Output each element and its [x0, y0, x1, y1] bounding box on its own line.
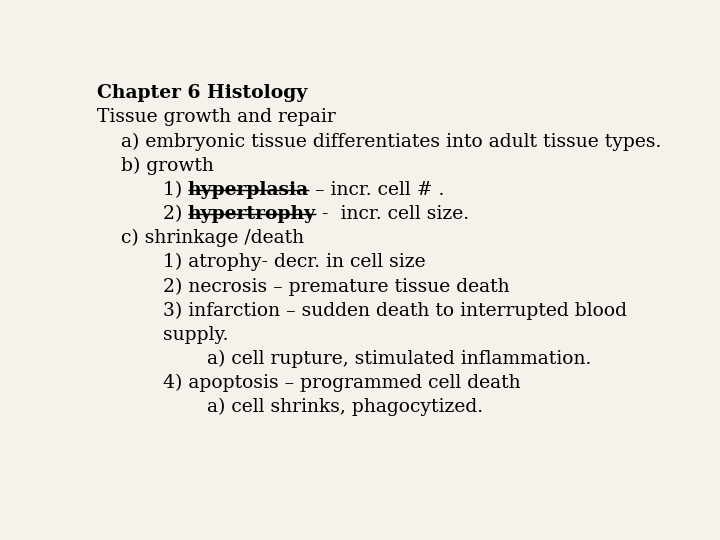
Text: Chapter 6 Histology: Chapter 6 Histology [96, 84, 307, 102]
Text: a) cell rupture, stimulated inflammation.: a) cell rupture, stimulated inflammation… [207, 349, 592, 368]
Text: 4) apoptosis – programmed cell death: 4) apoptosis – programmed cell death [163, 374, 520, 392]
Text: – incr. cell # .: – incr. cell # . [309, 181, 444, 199]
Text: a) embryonic tissue differentiates into adult tissue types.: a) embryonic tissue differentiates into … [121, 133, 661, 151]
Text: Tissue growth and repair: Tissue growth and repair [96, 109, 336, 126]
Text: 3) infarction – sudden death to interrupted blood: 3) infarction – sudden death to interrup… [163, 301, 626, 320]
Text: b) growth: b) growth [121, 157, 214, 175]
Text: -  incr. cell size.: - incr. cell size. [316, 205, 469, 223]
Text: c) shrinkage /death: c) shrinkage /death [121, 229, 304, 247]
Text: 2) necrosis – premature tissue death: 2) necrosis – premature tissue death [163, 277, 509, 295]
Text: hypertrophy: hypertrophy [188, 205, 316, 223]
Text: hyperplasia: hyperplasia [188, 181, 309, 199]
Text: a) cell shrinks, phagocytized.: a) cell shrinks, phagocytized. [207, 398, 483, 416]
Text: 1): 1) [163, 181, 188, 199]
Text: 1) atrophy- decr. in cell size: 1) atrophy- decr. in cell size [163, 253, 426, 272]
Text: 2): 2) [163, 205, 188, 223]
Text: supply.: supply. [163, 326, 228, 343]
